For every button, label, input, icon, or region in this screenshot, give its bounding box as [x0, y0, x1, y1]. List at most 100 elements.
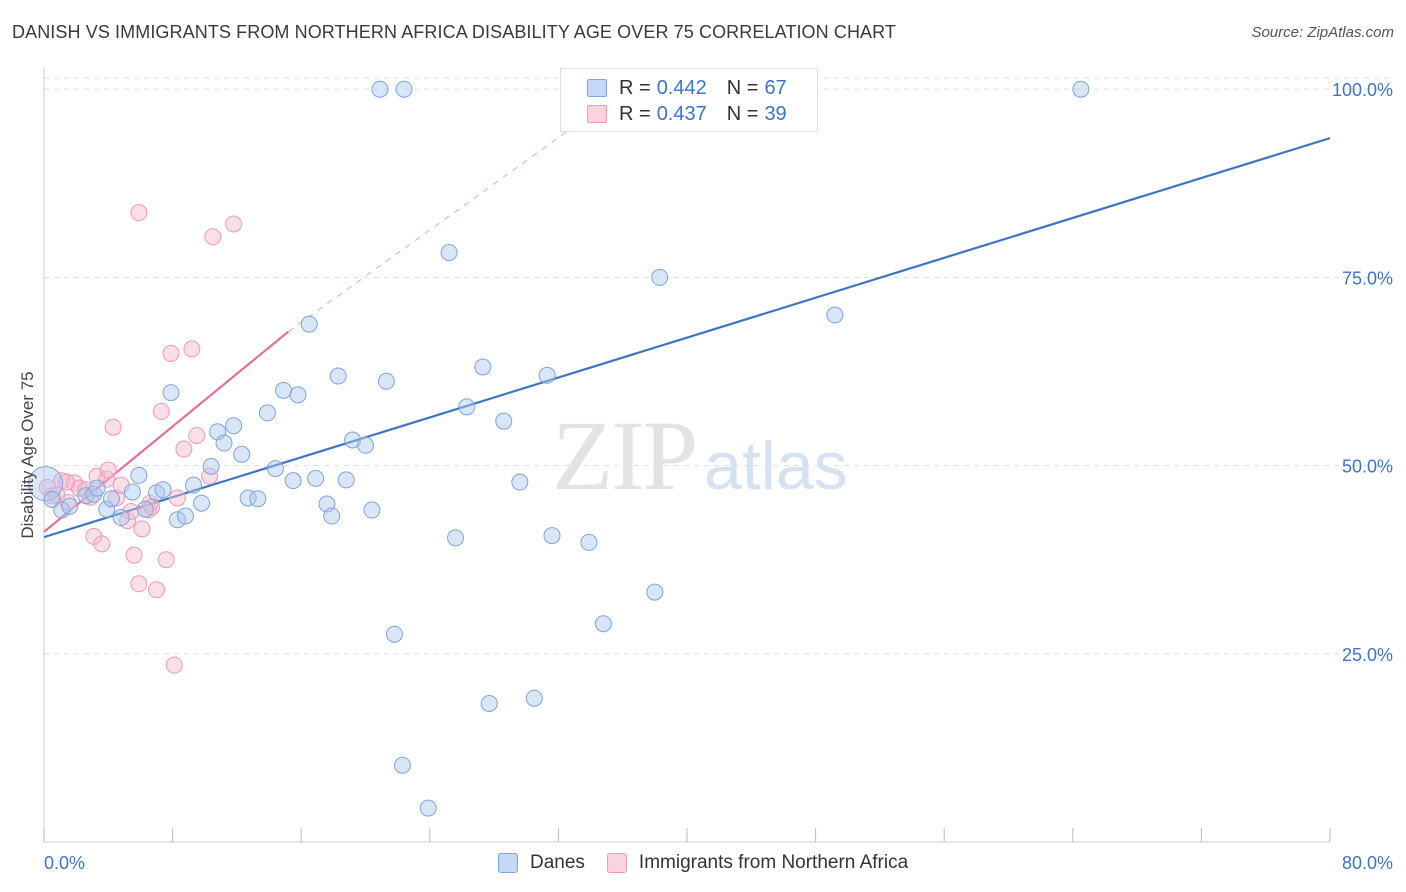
point-danes: [168, 511, 186, 529]
point-danes: [162, 384, 180, 402]
point-danes: [307, 469, 325, 487]
point-danes: [646, 583, 664, 601]
point-danes: [249, 490, 267, 508]
point-danes: [88, 479, 106, 497]
point-danes: [357, 436, 374, 454]
point-danes: [525, 689, 543, 707]
point-danes: [98, 500, 116, 518]
point-danes: [651, 268, 669, 286]
legend-n-value: 67: [764, 76, 787, 99]
point-immigrants: [188, 426, 206, 444]
point-danes: [337, 471, 355, 489]
y-tick-label: 100.0%: [1332, 80, 1393, 100]
point-immigrants: [133, 520, 151, 538]
point-danes: [130, 466, 148, 484]
point-danes: [594, 615, 612, 633]
legend-swatch-danes: [587, 79, 607, 97]
point-danes: [495, 412, 513, 430]
point-danes: [215, 434, 233, 452]
series-immigrants-points: [38, 204, 243, 674]
point-immigrants: [125, 546, 143, 564]
point-danes: [300, 315, 318, 333]
point-danes: [385, 625, 403, 643]
point-danes: [826, 306, 844, 324]
point-immigrants: [175, 440, 193, 458]
source-label: Source: ZipAtlas.com: [1251, 24, 1394, 41]
point-danes: [511, 473, 529, 491]
point-danes: [289, 386, 307, 404]
point-danes: [275, 381, 293, 399]
point-immigrants: [93, 535, 111, 553]
point-danes: [329, 367, 347, 385]
point-immigrants: [107, 489, 125, 507]
point-immigrants: [204, 228, 222, 246]
chart-title: DANISH VS IMMIGRANTS FROM NORTHERN AFRIC…: [12, 22, 897, 42]
tick-labels: 25.0% 50.0% 75.0% 100.0% 0.0% 80.0% Disability…: [18, 80, 1393, 873]
correlation-legend: R = 0.442 N = 67 R = 0.437 N = 39: [560, 68, 818, 132]
trend-lines: [43, 73, 1331, 539]
point-immigrants: [130, 575, 148, 593]
point-danes: [344, 431, 362, 449]
point-danes: [43, 490, 61, 508]
point-immigrants: [104, 418, 122, 436]
legend-r-label: R =: [619, 102, 651, 125]
legend-row-immigrants: R = 0.437 N = 39: [587, 101, 787, 127]
legend-r-label: R =: [619, 76, 651, 99]
point-danes: [176, 507, 194, 525]
legend-item-danes: Danes: [498, 852, 585, 874]
point-danes: [225, 417, 243, 435]
trend-line-immigrants-extension: [287, 73, 648, 333]
point-immigrants: [43, 487, 61, 505]
axes: [43, 67, 1331, 843]
point-danes: [393, 756, 411, 774]
x-tick-label-min: 0.0%: [44, 853, 85, 873]
point-danes: [419, 799, 437, 817]
point-danes: [193, 494, 211, 512]
watermark: ZIP atlas: [552, 398, 848, 513]
point-immigrants: [168, 489, 186, 507]
point-danes: [395, 80, 413, 98]
x-tick-label-max: 80.0%: [1342, 853, 1393, 873]
point-immigrants: [130, 204, 148, 222]
y-axis-label: Disability Age Over 75: [18, 371, 37, 538]
point-danes: [323, 507, 341, 525]
point-danes: [580, 533, 598, 551]
point-danes: [112, 509, 130, 527]
legend-r-value: 0.442: [656, 76, 707, 99]
point-danes: [1072, 80, 1090, 98]
point-danes: [371, 80, 389, 98]
point-danes: [123, 483, 141, 501]
point-danes: [202, 457, 220, 475]
point-danes: [377, 372, 395, 390]
point-immigrants: [99, 461, 117, 479]
point-immigrants: [165, 656, 183, 674]
legend-n-label: N =: [726, 76, 759, 99]
point-immigrants: [152, 402, 170, 420]
trend-line-immigrants: [43, 330, 290, 533]
point-danes: [258, 404, 276, 422]
point-danes: [543, 527, 561, 545]
legend-label-immigrants: Immigrants from Northern Africa: [638, 852, 909, 873]
series-legend: Danes Immigrants from Northern Africa: [498, 852, 930, 874]
point-danes: [447, 529, 465, 547]
point-immigrants: [183, 340, 201, 358]
point-danes: [136, 500, 154, 518]
legend-swatch-immigrants: [587, 105, 607, 123]
point-danes: [239, 489, 257, 507]
trend-line-danes: [43, 137, 1331, 539]
point-danes: [480, 694, 498, 712]
point-danes: [538, 366, 556, 384]
point-danes: [363, 501, 381, 519]
legend-n-label: N =: [726, 102, 759, 125]
point-danes: [154, 481, 172, 499]
point-danes: [284, 472, 302, 490]
legend-swatch-immigrants: [606, 853, 627, 873]
point-danes: [474, 358, 492, 376]
legend-row-danes: R = 0.442 N = 67: [587, 75, 787, 101]
y-tick-label: 75.0%: [1342, 268, 1393, 288]
legend-item-immigrants: Immigrants from Northern Africa: [606, 852, 909, 874]
point-immigrants: [122, 503, 140, 521]
y-tick-label: 50.0%: [1342, 457, 1393, 477]
watermark-zip: ZIP: [552, 400, 698, 511]
